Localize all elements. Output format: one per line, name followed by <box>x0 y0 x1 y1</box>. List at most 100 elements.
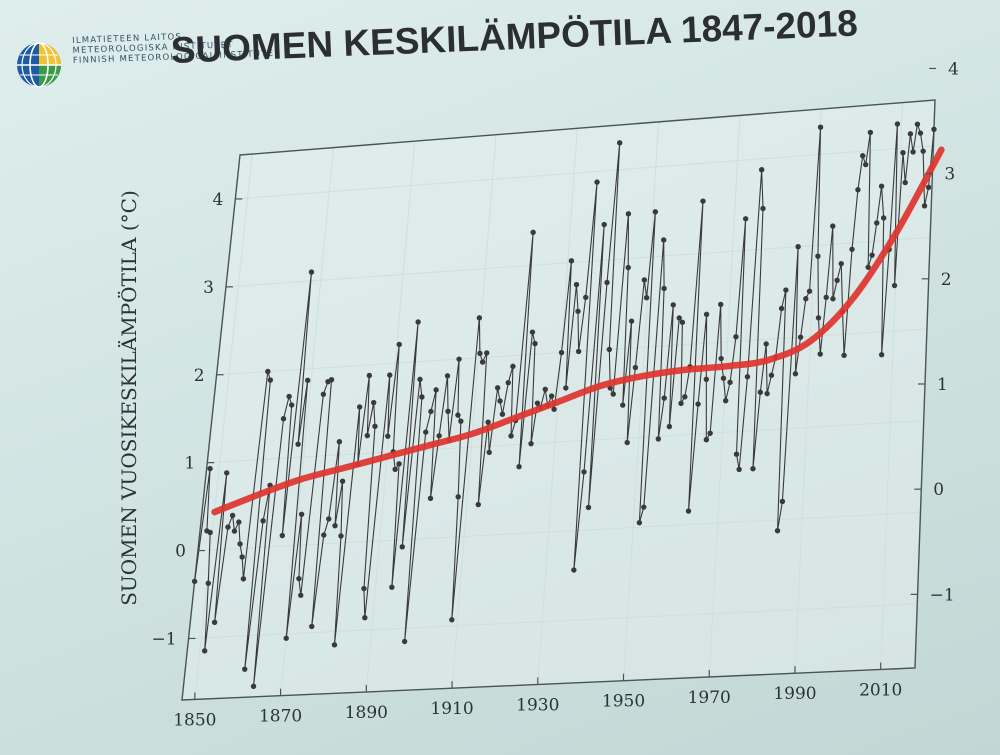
annual-point <box>366 372 373 379</box>
annual-point <box>727 379 733 386</box>
annual-point <box>907 131 914 137</box>
annual-point <box>783 287 789 293</box>
annual-point <box>652 209 659 215</box>
annual-point <box>594 179 600 185</box>
annual-point <box>670 302 676 308</box>
annual-point <box>685 508 692 514</box>
annual-point <box>205 580 211 586</box>
annual-point <box>624 439 630 446</box>
annual-point <box>581 469 587 475</box>
annual-point <box>309 623 315 630</box>
annual-point <box>458 418 464 424</box>
annual-point <box>865 264 871 270</box>
annual-point <box>372 423 378 430</box>
annual-point <box>661 395 667 401</box>
annual-point <box>445 408 451 414</box>
annual-point <box>396 461 402 467</box>
annual-point <box>867 129 874 136</box>
annual-point <box>641 504 647 510</box>
y-tick-label: 0 <box>175 542 186 562</box>
annual-point <box>643 295 650 301</box>
annual-point <box>718 301 724 308</box>
annual-point <box>815 315 822 321</box>
plot-border <box>181 99 936 701</box>
annual-point <box>191 578 198 585</box>
annual-point <box>878 352 885 358</box>
annual-point <box>532 340 538 347</box>
y2-tick-label: −1 <box>930 585 955 605</box>
annual-point <box>283 635 289 641</box>
annual-point <box>449 617 455 623</box>
annual-point <box>764 390 770 397</box>
annual-point <box>860 153 866 159</box>
annual-point <box>931 126 937 133</box>
annual-point <box>201 648 208 654</box>
fmi-globe-logo-icon <box>17 42 61 88</box>
annual-point <box>862 161 869 168</box>
annual-point <box>849 246 855 252</box>
annual-point <box>331 642 338 648</box>
annual-point <box>703 437 710 443</box>
annual-point <box>661 285 667 292</box>
annual-point <box>362 615 368 621</box>
annual-point <box>280 415 287 422</box>
annual-point <box>797 334 804 340</box>
annual-point <box>703 311 710 318</box>
annual-point <box>568 258 575 264</box>
annual-point <box>534 400 541 406</box>
annual-point <box>695 401 701 407</box>
annual-point <box>792 371 799 377</box>
annual-point <box>267 377 274 383</box>
annual-point <box>387 372 393 378</box>
annual-point <box>925 184 932 190</box>
annual-point <box>542 386 548 392</box>
annual-point <box>485 419 491 425</box>
annual-point <box>655 436 662 442</box>
annual-point <box>838 260 844 267</box>
annual-point <box>625 264 631 271</box>
annual-point <box>528 440 534 447</box>
annual-point <box>803 296 809 302</box>
annual-point <box>484 350 490 356</box>
annual-point <box>427 495 434 502</box>
annual-point <box>910 149 916 155</box>
annual-point <box>817 124 824 130</box>
annual-point <box>682 394 688 400</box>
x-tick-label: 1950 <box>602 692 645 712</box>
annual-point <box>286 393 292 400</box>
annual-point <box>610 391 616 397</box>
y-axis-title: SUOMEN VUOSIKESKILÄMPÖTILA (°C) <box>116 190 141 606</box>
annual-point <box>573 281 580 288</box>
annual-point <box>401 638 408 645</box>
annual-point <box>225 524 231 530</box>
annual-point <box>641 277 648 283</box>
annual-point <box>231 528 238 534</box>
annual-point <box>720 375 727 381</box>
annual-point <box>237 541 243 547</box>
annual-point <box>279 532 286 539</box>
annual-point <box>399 544 405 550</box>
annual-point <box>305 377 311 384</box>
annual-point <box>455 412 461 418</box>
annual-point <box>604 279 610 286</box>
annual-point <box>224 470 230 476</box>
annual-point <box>830 296 836 302</box>
annual-point <box>815 253 821 259</box>
annual-point <box>823 294 829 301</box>
x-tick-label: 1970 <box>688 688 731 708</box>
annual-point <box>339 478 346 484</box>
annual-point <box>207 465 213 472</box>
annual-point <box>869 252 875 258</box>
annual-point <box>601 221 607 228</box>
annual-point <box>361 585 367 592</box>
annual-point <box>486 449 492 456</box>
x-tick-label: 1910 <box>430 699 473 719</box>
y-tick-label: 1 <box>184 454 195 474</box>
annual-point <box>744 374 751 380</box>
x-tick-label: 1890 <box>345 703 388 723</box>
annual-point <box>718 355 724 362</box>
x-tick-label: 1930 <box>516 695 559 715</box>
annual-point <box>250 683 257 690</box>
annual-point <box>575 348 582 355</box>
